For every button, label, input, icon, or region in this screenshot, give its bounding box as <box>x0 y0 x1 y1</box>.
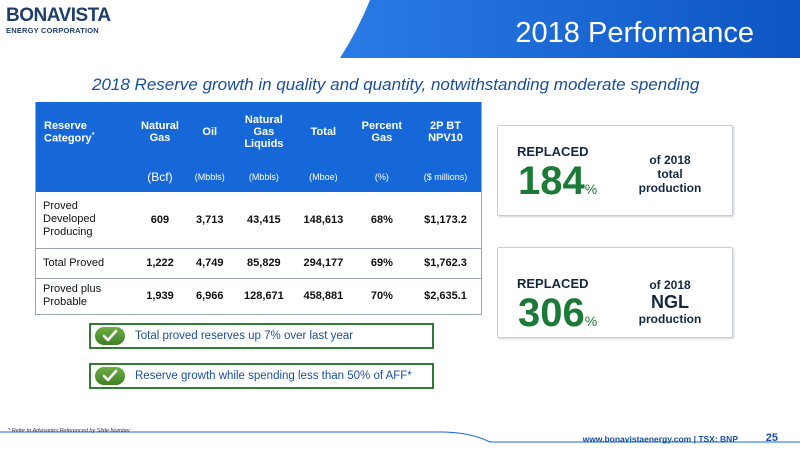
table-cell: 609 <box>135 192 185 249</box>
replaced-value: 306% <box>518 291 598 335</box>
row-category: Proved Developed Producing <box>35 192 136 249</box>
table-cell: 294,177 <box>293 248 354 279</box>
col-header-percent-gas: Percent Gas <box>353 102 410 162</box>
col-header-category: Reserve Category* <box>35 102 136 162</box>
callout-text: Reserve growth while spending less than … <box>135 370 412 382</box>
table-cell: 3,713 <box>184 192 235 249</box>
title-banner: 2018 Performance <box>340 0 800 58</box>
replaced-value: 184% <box>518 159 598 203</box>
checkmark-icon <box>95 327 125 345</box>
table-header-row: Reserve Category* Natural Gas Oil Natura… <box>35 102 482 162</box>
table-cell: $1,762.3 <box>409 248 482 279</box>
card-description: of 2018 total production <box>638 153 702 195</box>
unit-cell: (Mbbls) <box>234 162 294 192</box>
units-spacer <box>35 162 136 192</box>
table-row: Proved Developed Producing 609 3,713 43,… <box>35 192 482 249</box>
col-header-npv10: 2P BT NPV10 <box>409 102 482 162</box>
table-cell: 4,749 <box>184 248 235 279</box>
table-cell: 69% <box>353 248 410 279</box>
table-cell: 1,222 <box>135 248 185 279</box>
table-row: Total Proved 1,222 4,749 85,829 294,177 … <box>35 248 482 279</box>
table-cell: $2,635.1 <box>409 278 482 315</box>
logo-name: BONAVISTA <box>6 5 111 26</box>
unit-cell: (Bcf) <box>135 162 185 192</box>
col-header-ngl: Natural Gas Liquids <box>234 102 294 162</box>
col-header-oil: Oil <box>184 102 235 162</box>
table-cell: 85,829 <box>234 248 294 279</box>
callout-spending: Reserve growth while spending less than … <box>89 363 434 389</box>
slide-subtitle: 2018 Reserve growth in quality and quant… <box>92 75 700 94</box>
stat-card-total-production: REPLACED 184% of 2018 total production <box>497 125 733 216</box>
callout-text: Total proved reserves up 7% over last ye… <box>135 330 353 342</box>
table-cell: $1,173.2 <box>409 192 482 249</box>
table-cell: 6,966 <box>184 278 235 315</box>
callout-proved-reserves: Total proved reserves up 7% over last ye… <box>89 323 434 349</box>
reserves-table: Reserve Category* Natural Gas Oil Natura… <box>35 102 482 315</box>
stat-card-ngl-production: REPLACED 306% of 2018 NGL production <box>497 247 733 338</box>
company-logo: BONAVISTA ENERGY CORPORATION <box>6 6 116 42</box>
table-cell: 70% <box>353 278 410 315</box>
page-title: 2018 Performance <box>515 17 754 49</box>
table-cell: 128,671 <box>234 278 294 315</box>
table-units-row: (Bcf) (Mbbls) (Mbbls) (Mboe) (%) ($ mill… <box>35 162 482 192</box>
unit-cell: ($ millions) <box>409 162 482 192</box>
col-header-total: Total <box>293 102 354 162</box>
logo-subtitle: ENERGY CORPORATION <box>6 26 99 35</box>
footer-website-link[interactable]: www.bonavistaenergy.com | TSX: BNP <box>582 434 738 444</box>
table-cell: 148,613 <box>293 192 354 249</box>
col-header-natural-gas: Natural Gas <box>135 102 185 162</box>
banner-shape <box>340 0 800 58</box>
replaced-label: REPLACED <box>517 276 589 291</box>
row-category: Total Proved <box>35 248 136 279</box>
table-cell: 68% <box>353 192 410 249</box>
unit-cell: (Mbbls) <box>184 162 235 192</box>
table-cell: 43,415 <box>234 192 294 249</box>
table-cell: 1,939 <box>135 278 185 315</box>
footer-rule <box>0 431 800 443</box>
unit-cell: (%) <box>353 162 410 192</box>
unit-cell: (Mboe) <box>293 162 354 192</box>
card-description: of 2018 NGL production <box>638 278 702 326</box>
row-category: Proved plus Probable <box>35 278 136 315</box>
table-cell: 458,881 <box>293 278 354 315</box>
table-row: Proved plus Probable 1,939 6,966 128,671… <box>35 278 482 315</box>
page-number: 25 <box>765 432 778 444</box>
footer-advisory-note: * Refer to Advisories Referenced by Slid… <box>8 428 131 434</box>
checkmark-icon <box>95 367 125 385</box>
replaced-label: REPLACED <box>517 144 589 159</box>
